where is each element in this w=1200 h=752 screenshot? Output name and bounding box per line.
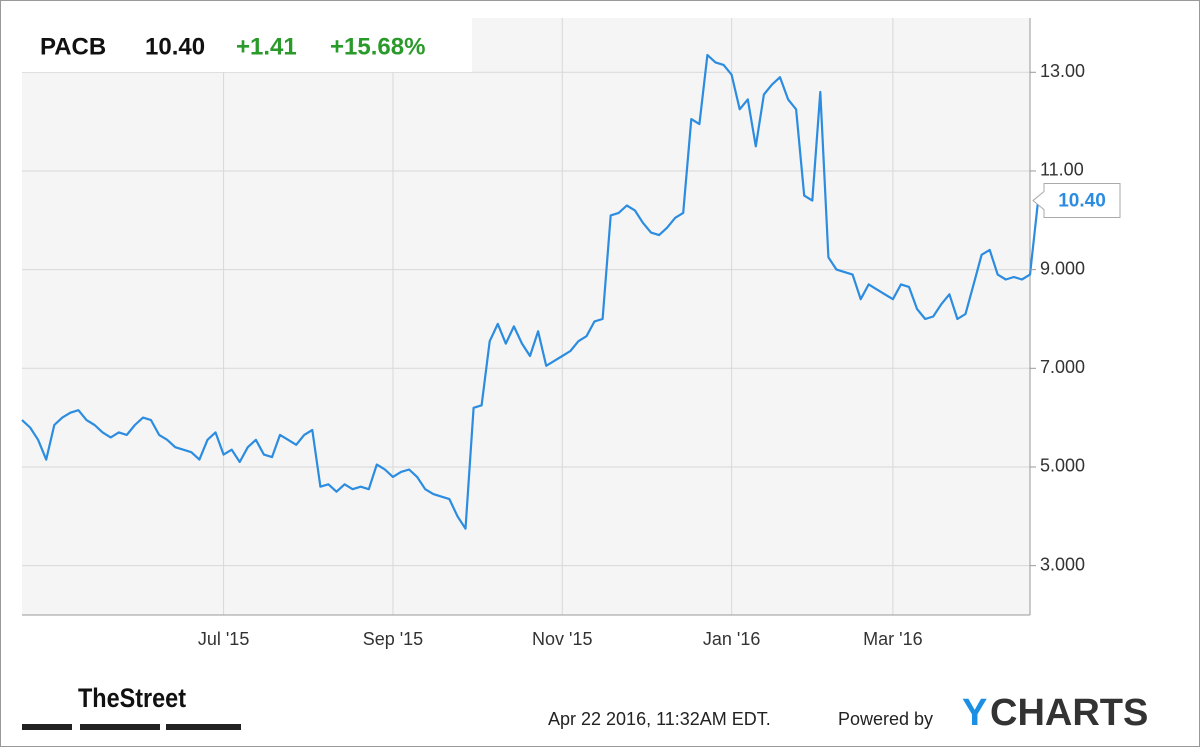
y-tick-label: 13.00: [1040, 61, 1085, 81]
ticker: PACB: [40, 33, 106, 60]
y-tick-label: 9.000: [1040, 258, 1085, 278]
x-tick-label: Mar '16: [863, 629, 922, 649]
logo-bar: [22, 724, 72, 730]
x-tick-label: Jul '15: [198, 629, 249, 649]
x-tick-label: Nov '15: [532, 629, 592, 649]
timestamp: Apr 22 2016, 11:32AM EDT.: [548, 709, 771, 729]
x-tick-label: Sep '15: [363, 629, 424, 649]
logo-bar: [166, 724, 241, 730]
last-value-label: 10.40: [1058, 191, 1106, 212]
plot-area: [22, 18, 1030, 615]
y-tick-label: 5.000: [1040, 456, 1085, 476]
y-tick-label: 7.000: [1040, 357, 1085, 377]
x-tick-label: Jan '16: [703, 629, 760, 649]
price: 10.40: [145, 33, 205, 60]
logo-bar: [80, 724, 160, 730]
price-line: [21, 53, 1040, 530]
y-tick-label: 11.00: [1040, 160, 1084, 180]
change: +1.41: [236, 33, 297, 60]
y-tick-label: 3.000: [1040, 554, 1085, 574]
powered-by: Powered by: [838, 709, 933, 729]
change-pct: +15.68%: [330, 33, 425, 60]
grid: [22, 18, 1030, 615]
plot: [21, 53, 1040, 530]
last-value-badge: [1032, 183, 1121, 219]
header-box: [22, 18, 472, 72]
brand-rest: CHARTS: [990, 692, 1148, 734]
source-logo: TheStreet: [78, 683, 186, 713]
brand-y: Y: [962, 692, 987, 734]
